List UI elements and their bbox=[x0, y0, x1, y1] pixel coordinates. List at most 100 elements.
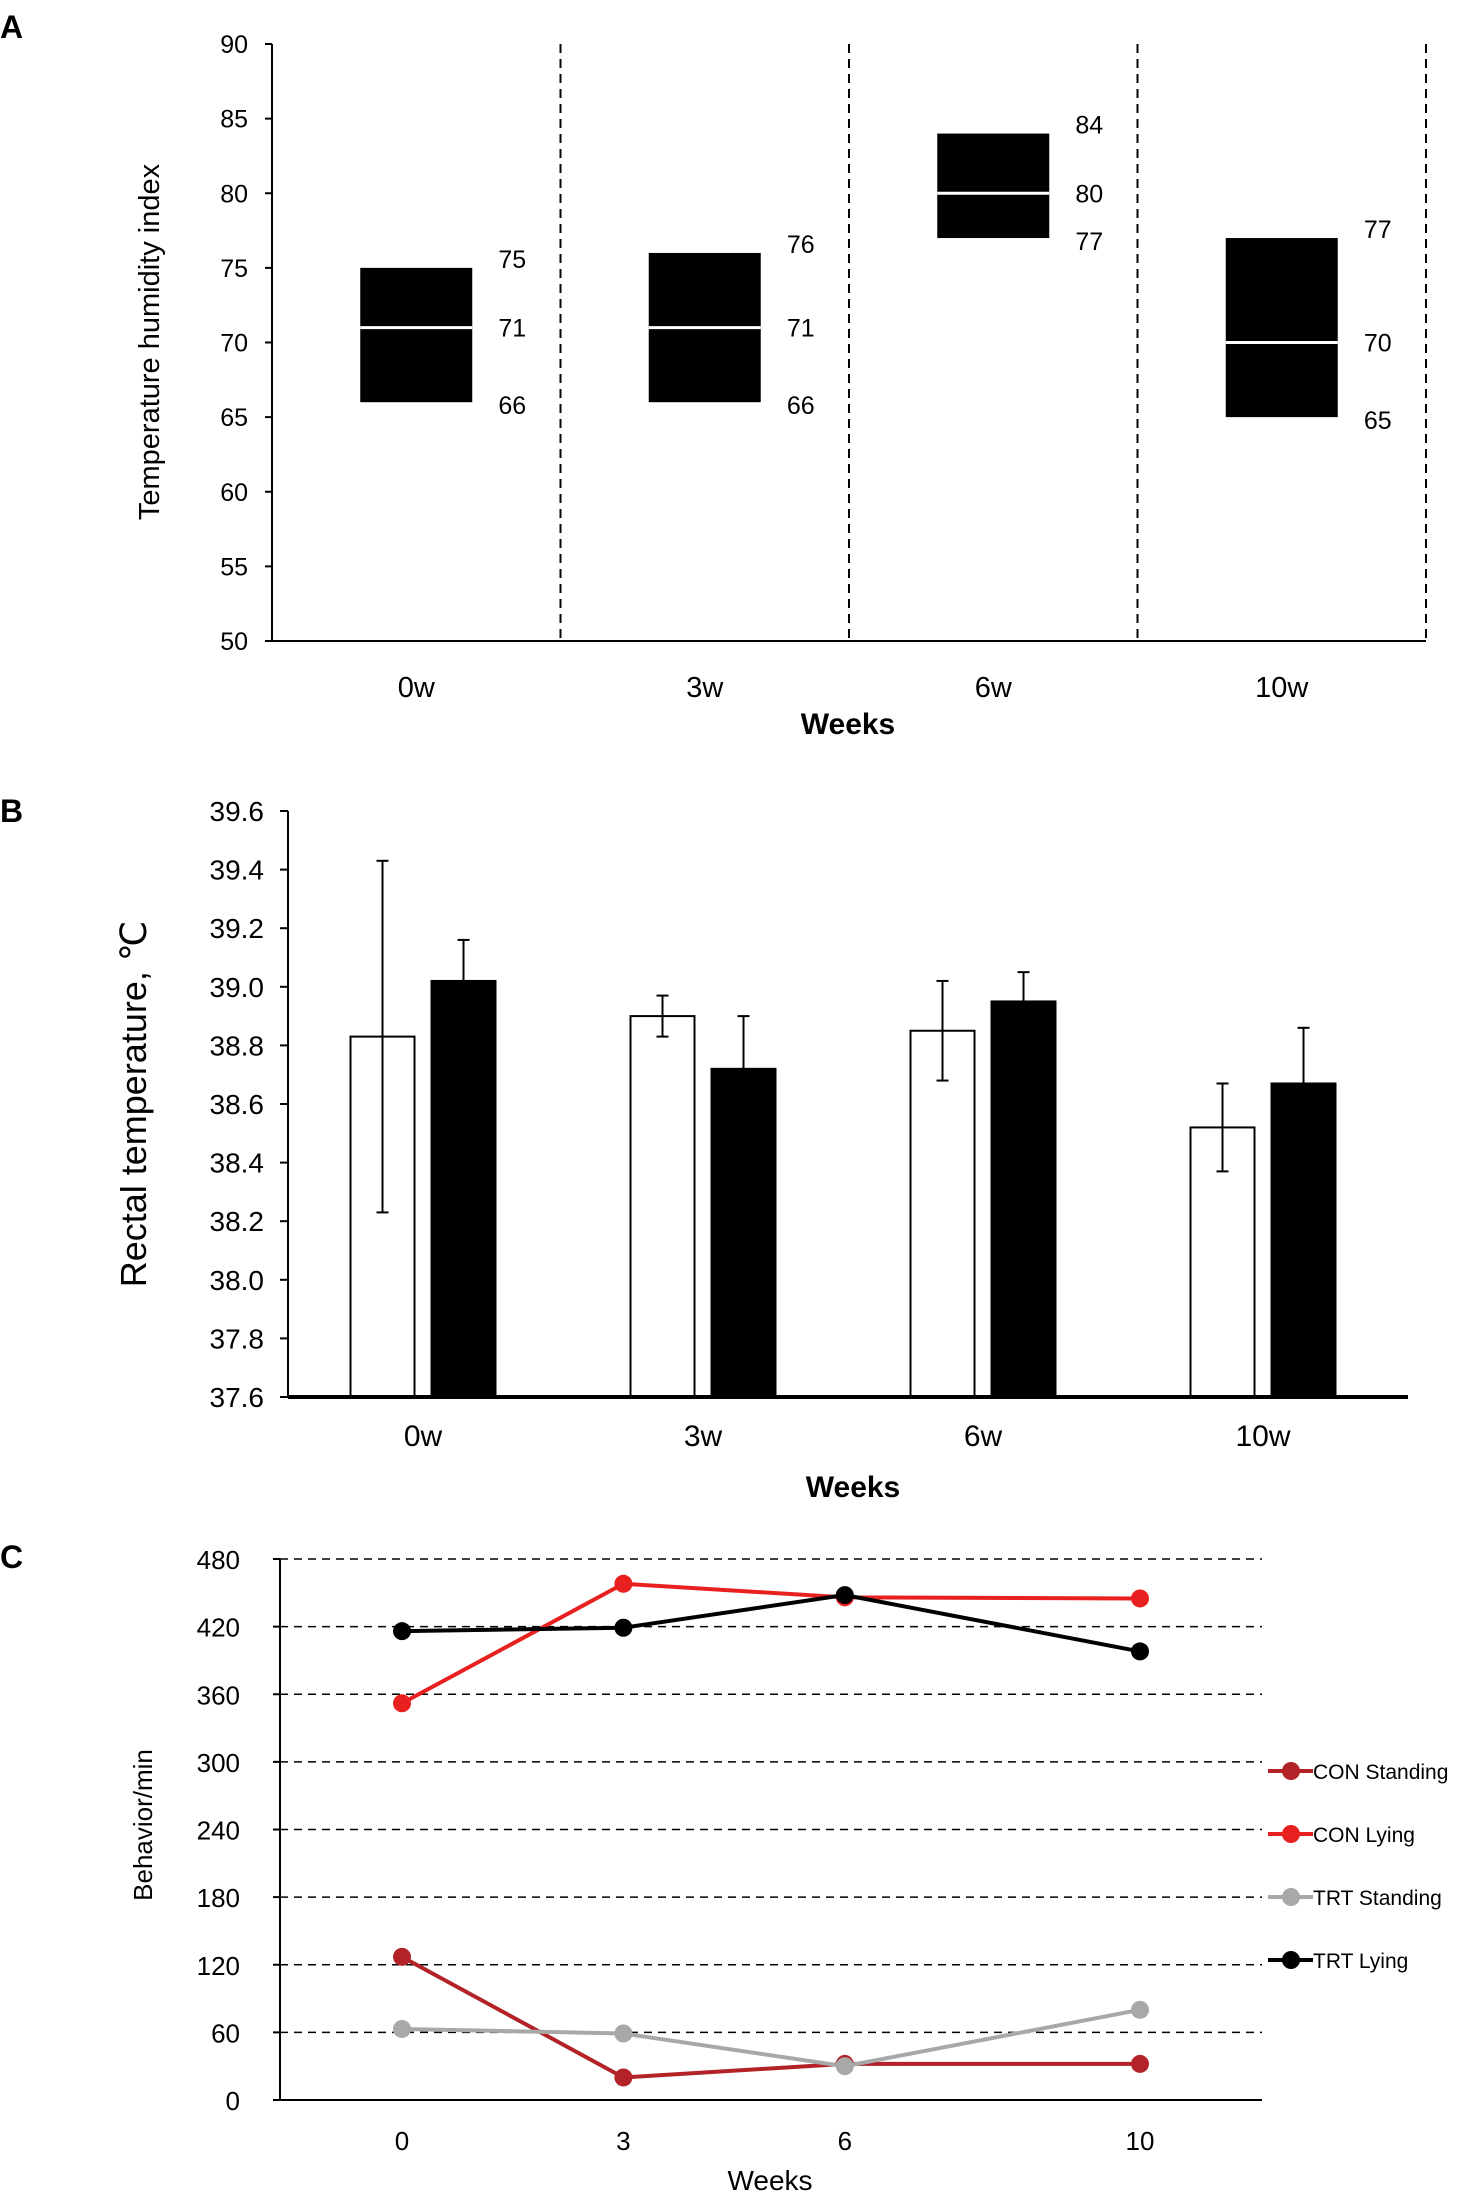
y-tick-label: 38.4 bbox=[210, 1148, 265, 1179]
y-tick-label: 37.6 bbox=[210, 1382, 265, 1413]
data-point bbox=[1131, 2054, 1149, 2073]
legend: CON Standing CON Lying TRT Standing TRT Lyi… bbox=[1268, 1761, 1448, 1973]
y-tick-label: 180 bbox=[197, 1883, 240, 1913]
y-axis-label: Behavior/min bbox=[128, 1749, 158, 1901]
data-point bbox=[835, 1586, 854, 1605]
y-axis-ticks: 0 60 120 180 240 300 360 420 480 bbox=[197, 1545, 280, 2116]
data-point bbox=[614, 1574, 633, 1593]
y-tick-label: 75 bbox=[220, 255, 248, 283]
category-separators bbox=[559, 44, 1427, 641]
x-tick-label: 3 bbox=[616, 2126, 630, 2156]
y-tick-label: 39.4 bbox=[210, 855, 265, 886]
line-series bbox=[393, 1574, 1149, 2087]
min-label: 66 bbox=[787, 392, 815, 420]
y-tick-label: 38.2 bbox=[210, 1206, 265, 1237]
x-axis-label: Weeks bbox=[727, 2165, 812, 2193]
x-tick-label: 10 bbox=[1126, 2126, 1155, 2156]
y-tick-label: 38.0 bbox=[210, 1265, 265, 1296]
legend-swatch-marker bbox=[1282, 1951, 1300, 1969]
min-label: 77 bbox=[1075, 228, 1103, 256]
panel-c-letter: C bbox=[0, 1539, 23, 1575]
y-tick-label: 50 bbox=[220, 628, 248, 656]
y-tick-label: 39.2 bbox=[210, 913, 265, 944]
max-label: 84 bbox=[1075, 112, 1103, 140]
y-tick-label: 39.0 bbox=[210, 972, 265, 1003]
data-point bbox=[614, 2024, 633, 2043]
y-axis-label: Rectal temperature, ℃ bbox=[113, 921, 154, 1288]
data-point bbox=[614, 1618, 633, 1637]
rectal-temperature-bar-chart: 37.6 37.8 38.0 38.2 38.4 38.6 38.8 39.0 39.2 39.4… bbox=[113, 796, 1408, 1504]
min-label: 65 bbox=[1364, 407, 1392, 435]
x-tick-label: 6w bbox=[975, 672, 1013, 704]
x-axis-ticks: 0 3 6 10 bbox=[395, 2126, 1155, 2156]
legend-label: CON Standing bbox=[1313, 1761, 1448, 1784]
legend-label: TRT Standing bbox=[1313, 1887, 1442, 1910]
series-line-2 bbox=[401, 2007, 1141, 2069]
series-line-1 bbox=[401, 1581, 1141, 1706]
y-tick-label: 85 bbox=[220, 106, 248, 134]
data-point bbox=[393, 1947, 411, 1966]
data-point bbox=[393, 2019, 411, 2038]
legend-swatch-marker bbox=[1282, 1762, 1300, 1780]
y-tick-label: 90 bbox=[220, 31, 248, 59]
max-label: 77 bbox=[1364, 216, 1392, 244]
median-label: 71 bbox=[787, 315, 815, 343]
bar-0w-s2 bbox=[430, 979, 497, 1398]
data-point bbox=[393, 1694, 411, 1713]
median-label: 80 bbox=[1075, 180, 1103, 208]
box-6w bbox=[937, 133, 1050, 239]
x-axis-label: Weeks bbox=[801, 708, 896, 741]
y-tick-label: 38.8 bbox=[210, 1030, 265, 1061]
bar-3w-s1 bbox=[629, 1015, 696, 1398]
max-label: 75 bbox=[498, 246, 526, 274]
x-tick-label: 0 bbox=[395, 2126, 409, 2156]
legend-label: TRT Lying bbox=[1313, 1950, 1408, 1973]
y-tick-label: 60 bbox=[211, 2018, 240, 2048]
behavior-line-chart: 0 60 120 180 240 300 360 420 480 0 3 6 10 CON Stand… bbox=[128, 1545, 1448, 2193]
data-point bbox=[614, 2068, 633, 2087]
y-tick-label: 37.8 bbox=[210, 1323, 265, 1354]
bar-6w-s2 bbox=[990, 1000, 1057, 1398]
gridlines bbox=[280, 1558, 1262, 2034]
series-line-0 bbox=[401, 1955, 1140, 2080]
data-point bbox=[1131, 1642, 1149, 1661]
bar-6w-s1 bbox=[909, 1029, 976, 1398]
legend-swatch-marker bbox=[1282, 1888, 1300, 1906]
data-point bbox=[835, 2057, 854, 2076]
y-tick-label: 55 bbox=[220, 553, 248, 581]
bar-3w-s2 bbox=[710, 1067, 777, 1398]
y-tick-label: 360 bbox=[197, 1680, 240, 1710]
legend-swatch-marker bbox=[1282, 1825, 1300, 1843]
y-axis-ticks: 50 55 60 65 70 75 80 85 90 bbox=[220, 31, 272, 656]
x-tick-label: 3w bbox=[684, 1420, 723, 1453]
y-tick-label: 420 bbox=[197, 1613, 240, 1643]
y-tick-label: 70 bbox=[220, 330, 248, 358]
y-tick-label: 240 bbox=[197, 1816, 240, 1846]
x-tick-label: 0w bbox=[398, 672, 436, 704]
y-tick-label: 120 bbox=[197, 1951, 240, 1981]
x-tick-label: 10w bbox=[1235, 1420, 1290, 1453]
min-label: 66 bbox=[498, 392, 526, 420]
legend-label: CON Lying bbox=[1313, 1824, 1415, 1847]
x-tick-label: 6w bbox=[964, 1420, 1003, 1453]
median-label: 71 bbox=[498, 315, 526, 343]
panel-a-letter: A bbox=[0, 9, 23, 45]
box-10w bbox=[1225, 238, 1338, 418]
y-tick-label: 39.6 bbox=[210, 796, 265, 827]
max-label: 76 bbox=[787, 231, 815, 259]
y-tick-label: 38.6 bbox=[210, 1089, 265, 1120]
x-tick-label: 10w bbox=[1255, 672, 1309, 704]
y-tick-label: 60 bbox=[220, 479, 248, 507]
y-axis-label: Temperature humidity index bbox=[134, 163, 166, 520]
y-axis-ticks: 37.6 37.8 38.0 38.2 38.4 38.6 38.8 39.0 39.2 39.4… bbox=[210, 796, 288, 1413]
x-axis-ticks: 0w 3w 6w 10w bbox=[398, 672, 1310, 704]
x-tick-label: 0w bbox=[404, 1420, 443, 1453]
box-series: 75 71 66 76 71 66 84 80 77 77 70 65 bbox=[360, 112, 1392, 435]
y-tick-label: 480 bbox=[197, 1545, 240, 1575]
y-tick-label: 0 bbox=[226, 2086, 240, 2116]
bar-series bbox=[349, 859, 1337, 1398]
panel-b-letter: B bbox=[0, 793, 23, 829]
x-axis-ticks: 0w 3w 6w 10w bbox=[404, 1420, 1291, 1453]
